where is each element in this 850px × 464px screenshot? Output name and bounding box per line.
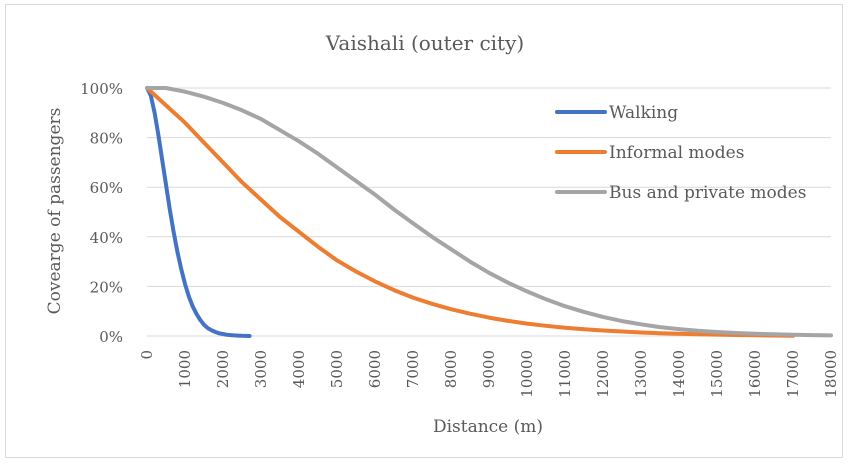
x-tick-label: 12000 [594, 350, 612, 398]
x-tick-label: 13000 [632, 350, 650, 398]
y-tick-label: 40% [90, 229, 123, 247]
x-tick-label: 17000 [784, 350, 802, 398]
legend-entry: Walking [609, 103, 678, 123]
legend: Walking Informal modes Bus and private mod… [555, 103, 806, 203]
x-tick-label: 7000 [404, 350, 422, 388]
y-tick-label: 20% [90, 278, 123, 296]
chart-title: Vaishali (outer city) [325, 31, 524, 55]
series-lines [145, 86, 833, 338]
x-tick-label: 5000 [328, 350, 346, 388]
x-tick-label: 2000 [214, 350, 232, 388]
x-tick-label: 4000 [290, 350, 308, 388]
x-tick-label: 1000 [176, 350, 194, 388]
x-tick-label: 9000 [480, 350, 498, 388]
legend-entry: Bus and private modes [609, 183, 806, 203]
x-tick-label: 10000 [518, 350, 536, 398]
legend-entry: Informal modes [609, 143, 744, 163]
x-tick-label: 0 [138, 350, 156, 360]
y-tick-label: 80% [90, 130, 123, 148]
series-line-walking [145, 86, 252, 338]
series-line-informal-modes [145, 86, 795, 338]
x-tick-label: 11000 [556, 350, 574, 398]
y-tick-label: 100% [80, 80, 123, 98]
y-axis-ticks: 0% 20% 40% 60% 80% 100% [80, 80, 123, 346]
x-tick-label: 6000 [366, 350, 384, 388]
gridlines [147, 87, 831, 337]
y-tick-label: 60% [90, 179, 123, 197]
x-axis-label: Distance (m) [433, 417, 543, 437]
x-tick-label: 3000 [252, 350, 270, 388]
x-tick-label: 8000 [442, 350, 460, 388]
y-tick-label: 0% [99, 328, 123, 346]
x-tick-label: 16000 [746, 350, 764, 398]
x-tick-label: 18000 [822, 350, 840, 398]
x-tick-label: 14000 [670, 350, 688, 398]
y-axis-label: Covearge of passengers [45, 108, 65, 315]
x-tick-label: 15000 [708, 350, 726, 398]
series-line-bus-and-private-modes [145, 86, 833, 338]
x-axis-ticks: 0 1000 2000 3000 4000 5000 6000 7000 8000 9000 100… [138, 350, 840, 398]
